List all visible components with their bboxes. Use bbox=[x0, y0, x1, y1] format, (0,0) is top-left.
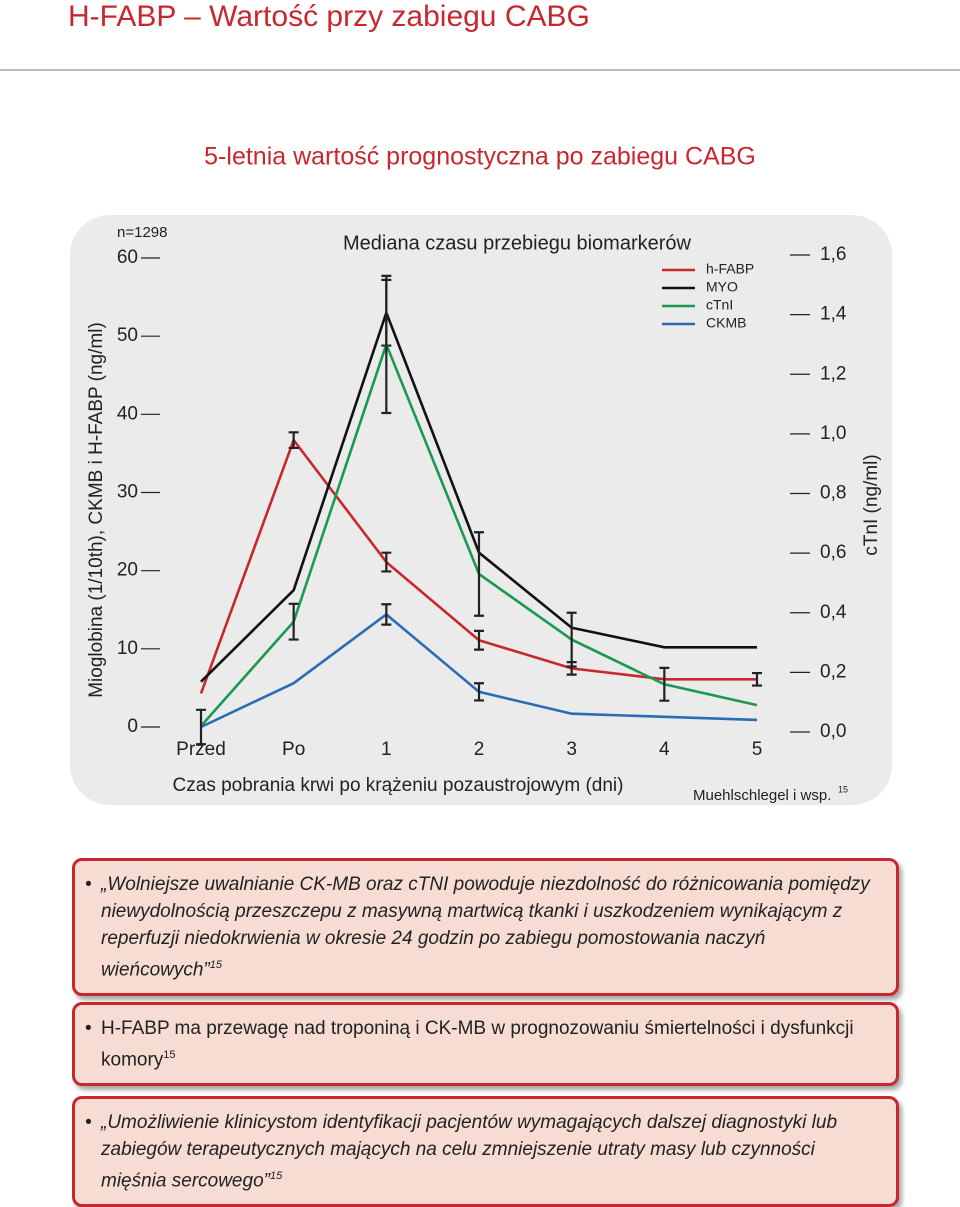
x-axis-label: Czas pobrania krwi po krążeniu pozaustro… bbox=[173, 775, 624, 796]
error-bar bbox=[381, 551, 392, 573]
chart: H-FABP – Wartość przy zabiegu CABG 5-let… bbox=[0, 0, 960, 805]
bullet-text: „Wolniejsze uwalnianie CK-MB oraz cTNI p… bbox=[101, 874, 870, 981]
y2-tick-label: 0,2 bbox=[820, 661, 846, 682]
source: Muehlschlegel i wsp. bbox=[693, 787, 831, 804]
y-tick-label: 30 bbox=[117, 482, 138, 503]
error-bar bbox=[381, 603, 392, 626]
bullet-dot: • bbox=[85, 1018, 92, 1039]
x-tick-label: 1 bbox=[381, 739, 392, 760]
y-tick-label: 0 bbox=[127, 716, 138, 737]
error-bar bbox=[474, 629, 484, 651]
chart-title: Mediana czasu przebiegu biomarkerów bbox=[343, 232, 692, 254]
y2-tick-label: 1,6 bbox=[820, 244, 846, 265]
error-bar bbox=[288, 602, 299, 641]
legend-label: h-FABP bbox=[706, 261, 754, 277]
bullet-text: „Umożliwienie klinicystom identyfikacji … bbox=[101, 1112, 838, 1192]
error-bar bbox=[288, 431, 299, 450]
error-bar bbox=[566, 611, 577, 668]
chart-panel bbox=[70, 215, 892, 805]
y-axis-label: Mioglobina (1/10th), CKMB i H-FABP (ng/m… bbox=[86, 322, 107, 698]
y2-tick-label: 0,8 bbox=[820, 483, 846, 504]
bullet-text: H-FABP ma przewagę nad troponiną i CK-MB… bbox=[101, 1018, 854, 1071]
y2-tick-label: 0,0 bbox=[820, 721, 846, 742]
legend-label: cTnI bbox=[706, 297, 733, 313]
legend-label: CKMB bbox=[706, 315, 746, 331]
error-bar bbox=[196, 708, 206, 746]
y2-tick-label: 1,2 bbox=[820, 363, 846, 384]
bullet-box: • „Wolniejsze uwalnianie CK-MB oraz cTNI … bbox=[72, 858, 899, 997]
bullet-box: • „Umożliwienie klinicystom identyfikacji… bbox=[72, 1096, 899, 1207]
error-bar bbox=[752, 671, 762, 687]
y2-tick-label: 0,6 bbox=[820, 542, 846, 563]
y-tick-label: 60 bbox=[117, 247, 138, 268]
y2-tick-label: 1,4 bbox=[820, 304, 847, 325]
bullet-ref: 15 bbox=[163, 1049, 176, 1061]
bullet-dot: • bbox=[85, 1112, 92, 1133]
y-tick-label: 20 bbox=[117, 560, 138, 581]
legend-label: MYO bbox=[706, 279, 738, 295]
bullet-ref: 15 bbox=[209, 959, 223, 971]
page-title: H-FABP – Wartość przy zabiegu CABG bbox=[68, 0, 590, 33]
sample-label: n=1298 bbox=[117, 224, 167, 241]
bullet-dot: • bbox=[85, 874, 92, 895]
bullet-ref: 15 bbox=[269, 1170, 283, 1182]
x-tick-label: 5 bbox=[752, 739, 763, 760]
x-tick-label: 4 bbox=[659, 739, 670, 760]
source-ref: 15 bbox=[838, 784, 848, 794]
error-bar bbox=[474, 531, 484, 617]
error-bar bbox=[474, 682, 484, 702]
x-tick-label: 3 bbox=[566, 739, 577, 760]
y2-tick-label: 1,0 bbox=[820, 423, 846, 444]
x-tick-label: 2 bbox=[474, 739, 485, 760]
error-bar bbox=[381, 274, 392, 415]
error-bar bbox=[659, 666, 670, 702]
y2-axis-label: cTnI (ng/ml) bbox=[861, 454, 882, 555]
bullet-box: • H-FABP ma przewagę nad troponiną i CK-M… bbox=[72, 1002, 899, 1087]
x-tick-label: Po bbox=[282, 739, 305, 760]
y-tick-label: 40 bbox=[117, 403, 138, 424]
y-tick-label: 50 bbox=[117, 325, 138, 346]
y-tick-label: 10 bbox=[117, 638, 138, 659]
subtitle: 5-letnia wartość prognostyczna po zabieg… bbox=[204, 143, 756, 171]
y2-tick-label: 0,4 bbox=[820, 602, 847, 623]
x-tick-label: Przed bbox=[176, 739, 226, 760]
